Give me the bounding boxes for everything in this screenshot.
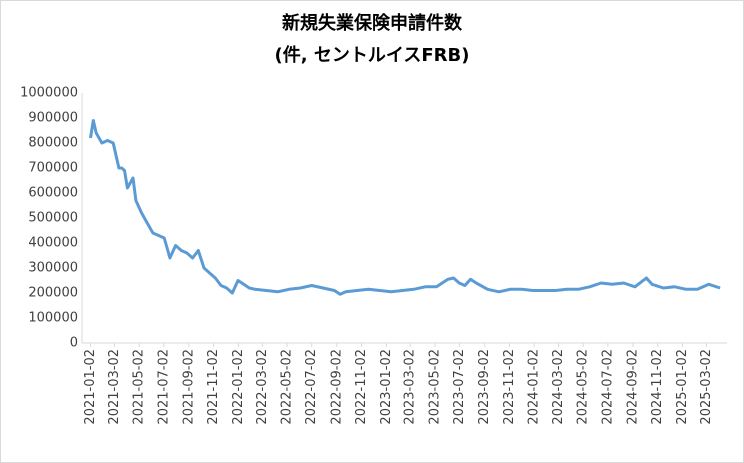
x-tick-label: 2021-11-02 [206, 349, 221, 425]
x-tick-label: 2024-01-02 [527, 349, 542, 425]
x-tick-label: 2025-03-02 [699, 349, 714, 425]
y-tick-label: 1000000 [20, 86, 78, 101]
x-tick-label: 2021-09-02 [181, 349, 196, 425]
x-tick-label: 2024-11-02 [650, 349, 665, 425]
chart-title: 新規失業保険申請件数 [282, 12, 463, 34]
x-tick-label: 2022-09-02 [329, 349, 344, 425]
chart-subtitle: (件, セントルイスFRB) [275, 44, 470, 66]
y-tick-label: 400000 [28, 236, 78, 251]
x-tick-label: 2022-11-02 [354, 349, 369, 425]
x-tick-label: 2023-03-02 [403, 349, 418, 425]
line-series [89, 119, 721, 296]
y-tick-label: 700000 [28, 161, 78, 176]
x-tick-label: 2023-07-02 [452, 349, 467, 425]
y-tick-label: 600000 [28, 186, 78, 201]
x-tick-label: 2021-03-02 [107, 349, 122, 425]
x-tick-label: 2022-05-02 [280, 349, 295, 425]
x-tick-label: 2021-05-02 [132, 349, 147, 425]
x-tick-label: 2024-05-02 [576, 349, 591, 425]
x-tick-label: 2023-09-02 [477, 349, 492, 425]
y-tick-label: 500000 [28, 211, 78, 226]
x-tick-label: 2023-11-02 [502, 349, 517, 425]
x-tick-label: 2024-09-02 [626, 349, 641, 425]
x-tick-label: 2021-01-02 [83, 349, 98, 425]
y-tick-label: 900000 [28, 111, 78, 126]
x-tick-label: 2023-05-02 [427, 349, 442, 425]
y-tick-label: 0 [70, 336, 78, 351]
y-tick-label: 300000 [28, 261, 78, 276]
x-tick-label: 2022-03-02 [255, 349, 270, 425]
y-tick-label: 800000 [28, 136, 78, 151]
x-tick-label: 2022-07-02 [304, 349, 319, 425]
x-tick-label: 2025-01-02 [675, 349, 690, 425]
y-tick-label: 100000 [28, 311, 78, 326]
x-tick-label: 2024-03-02 [551, 349, 566, 425]
x-tick-label: 2021-07-02 [156, 349, 171, 425]
y-tick-label: 200000 [28, 286, 78, 301]
x-tick-label: 2023-01-02 [379, 349, 394, 425]
x-tick-label: 2024-07-02 [600, 349, 615, 425]
x-tick-label: 2022-01-02 [231, 349, 246, 425]
